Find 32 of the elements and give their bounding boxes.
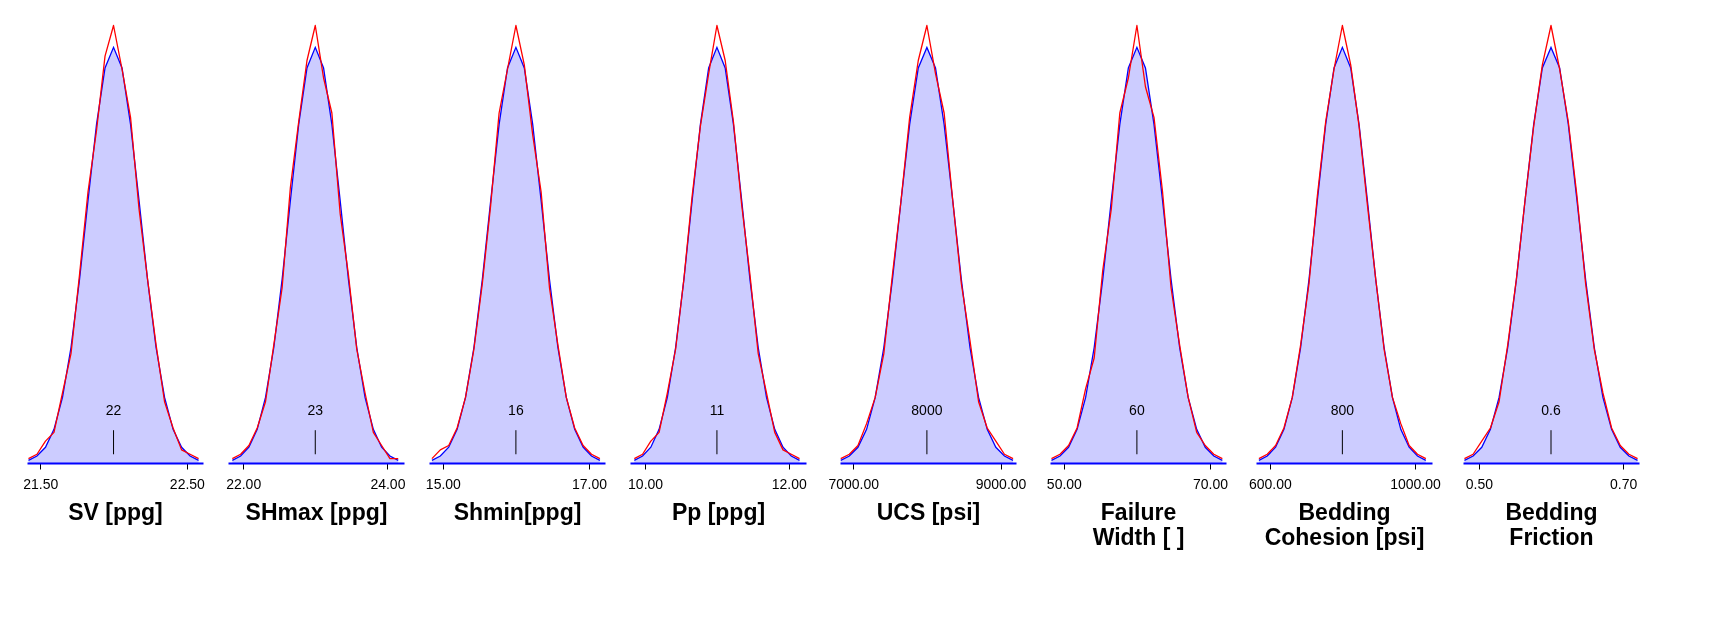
annotation: 16 bbox=[508, 401, 524, 418]
annotation: 11 bbox=[709, 401, 725, 418]
annotation: 22 bbox=[105, 401, 122, 418]
x-tick-label: 15.00 bbox=[425, 475, 462, 492]
x-axis-title: SHmax [ppg] bbox=[245, 498, 388, 525]
annotation: 800 bbox=[1330, 401, 1355, 418]
annotation: 0.6 bbox=[1541, 401, 1561, 418]
x-tick-label: 70.00 bbox=[1192, 475, 1229, 492]
x-tick-label: 0.70 bbox=[1610, 475, 1638, 492]
x-axis-title: Pp [ppg] bbox=[671, 498, 766, 525]
x-tick-label: 12.00 bbox=[771, 475, 807, 492]
x-tick-label: 10.00 bbox=[628, 475, 664, 492]
x-tick-label: 9000.00 bbox=[975, 475, 1027, 492]
annotation: 8000 bbox=[911, 401, 943, 418]
x-axis-title: Failure Width [ ] bbox=[1092, 498, 1185, 550]
x-tick-label: 7000.00 bbox=[828, 475, 880, 492]
x-tick-label: 21.50 bbox=[23, 475, 59, 492]
x-tick-label: 22.00 bbox=[226, 475, 262, 492]
x-axis-title: Shmin[ppg] bbox=[453, 498, 582, 525]
annotation: 23 bbox=[307, 401, 324, 418]
x-tick-label: 1000.00 bbox=[1390, 475, 1441, 492]
x-tick-label: 22.50 bbox=[169, 475, 206, 492]
x-tick-label: 0.50 bbox=[1465, 475, 1494, 492]
x-tick-label: 24.00 bbox=[370, 475, 406, 492]
x-axis-title: SV [ppg] bbox=[68, 498, 163, 525]
x-axis-title: UCS [psi] bbox=[876, 498, 981, 525]
x-axis-title: Bedding Cohesion [psi] bbox=[1264, 498, 1425, 550]
x-axis-title: Bedding Friction bbox=[1505, 498, 1598, 550]
annotation: 60 bbox=[1129, 401, 1145, 418]
x-tick-label: 17.00 bbox=[571, 475, 608, 492]
x-tick-label: 50.00 bbox=[1046, 475, 1083, 492]
x-tick-label: 600.00 bbox=[1248, 475, 1292, 492]
